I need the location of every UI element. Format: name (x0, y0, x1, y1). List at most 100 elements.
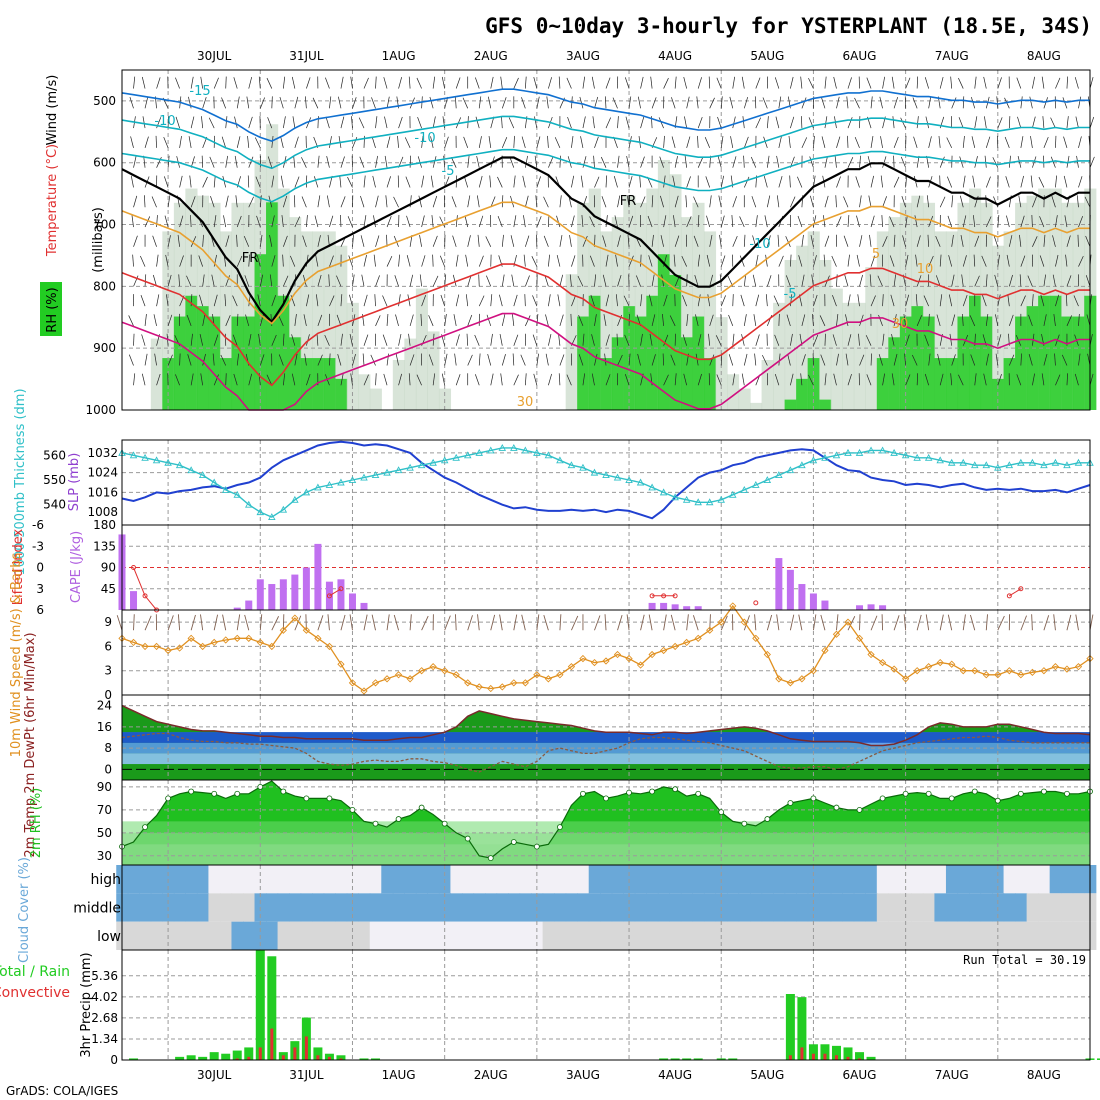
pressure-tick-label: 800 (93, 279, 116, 293)
wind-barb (144, 216, 151, 228)
rh-axis-label: RH (%) (45, 287, 60, 332)
wind-barb (201, 155, 204, 168)
wind-barb (271, 616, 280, 631)
wind-barb (474, 334, 480, 346)
wind-barb (545, 353, 549, 366)
wind-barb (755, 294, 760, 307)
wind-barb (362, 353, 365, 366)
wind-barb (375, 195, 379, 208)
wind-barb (489, 175, 492, 188)
wind-barb (914, 215, 918, 228)
cloud-cell (761, 921, 774, 950)
wind-barb (432, 195, 438, 208)
wind-barb (167, 354, 173, 366)
cloud-cell (1072, 921, 1085, 950)
wind-barb (558, 373, 561, 386)
wind-barb (831, 255, 837, 267)
wind-barb (486, 275, 492, 287)
wind-barb (743, 136, 749, 149)
wind-barb (594, 314, 597, 326)
wind-speed-point (590, 658, 599, 667)
wind-barb (478, 353, 481, 366)
wind-speed-point (567, 663, 576, 671)
rh-point (833, 804, 840, 811)
wind-barb (959, 195, 964, 208)
wind-barb (478, 136, 482, 148)
wind-barb (833, 373, 837, 386)
wind-barb (225, 195, 229, 208)
wind-barb (836, 353, 839, 366)
pressure-tick-label: 900 (93, 341, 116, 355)
wind-barb (693, 196, 699, 208)
wind-barb (743, 274, 747, 287)
wind-speed-point (706, 626, 714, 634)
wind-barb (347, 216, 353, 228)
wind-barb (340, 156, 345, 168)
wind-barb (880, 136, 883, 148)
wind-barb (166, 294, 169, 307)
wind-barb (454, 353, 457, 366)
wind-barb (454, 96, 457, 109)
wind-barb (626, 155, 630, 168)
wind-barb (431, 215, 434, 228)
wind-barb (1020, 215, 1025, 228)
cloud-cell (669, 921, 682, 950)
thickness-point (452, 453, 460, 461)
wind-barb (291, 334, 296, 346)
rh-shade (369, 388, 382, 410)
thickness-point (544, 451, 553, 459)
wind-barb (131, 215, 134, 228)
wind-barb (985, 216, 992, 228)
wind-barb (893, 176, 900, 188)
cloud-cell (657, 921, 670, 950)
cloud-cell (542, 865, 555, 894)
wind-barb (681, 255, 687, 267)
cloud-cell (404, 921, 417, 950)
thickness-point (682, 495, 691, 503)
wind-speed-point (429, 663, 437, 671)
wind-barb (812, 614, 817, 631)
wind-barb (881, 215, 883, 228)
wind-barb (928, 96, 932, 109)
wind-speed-point (325, 642, 334, 651)
wind-barb (225, 373, 227, 386)
wind-speed-point (1040, 667, 1048, 675)
wind-barb (640, 116, 645, 129)
wind-barb (902, 235, 906, 247)
wind-barb (248, 116, 253, 129)
wind-barb (306, 77, 311, 89)
precip-convective-bar (293, 1047, 297, 1060)
precip-total-bar (313, 1047, 323, 1060)
thickness-point (936, 456, 944, 464)
wind-barb (209, 156, 215, 168)
wind-barb (859, 314, 864, 327)
wind-barb (339, 175, 342, 188)
wind-barb (198, 255, 203, 267)
cloud-cell (934, 893, 947, 922)
wind-barb (165, 254, 169, 267)
cloud-cell (796, 893, 809, 922)
cloud-cell (1026, 921, 1039, 950)
wind-barb (386, 176, 391, 188)
wind-barb (813, 334, 819, 346)
wind-speed-point (383, 675, 391, 683)
wind-barb (1064, 215, 1068, 228)
wind-barb (743, 314, 747, 326)
wind-barb (763, 175, 768, 188)
cloud-cell (243, 893, 256, 922)
wind-barb (1040, 294, 1045, 307)
wind-barb (558, 76, 561, 89)
wind-barb (375, 155, 378, 168)
wind-barb (741, 373, 745, 386)
wind-barb (893, 615, 900, 631)
wind-barb (741, 334, 745, 346)
wind-barb (720, 615, 728, 631)
wind-barb (455, 374, 461, 386)
wind-barb (614, 215, 618, 228)
precip-total-bar (244, 1047, 254, 1060)
wind-barb (997, 254, 1000, 267)
wind-barb (571, 255, 576, 267)
wind-barb (663, 294, 668, 307)
wind-barb (545, 314, 549, 327)
wind-barb (905, 175, 908, 188)
